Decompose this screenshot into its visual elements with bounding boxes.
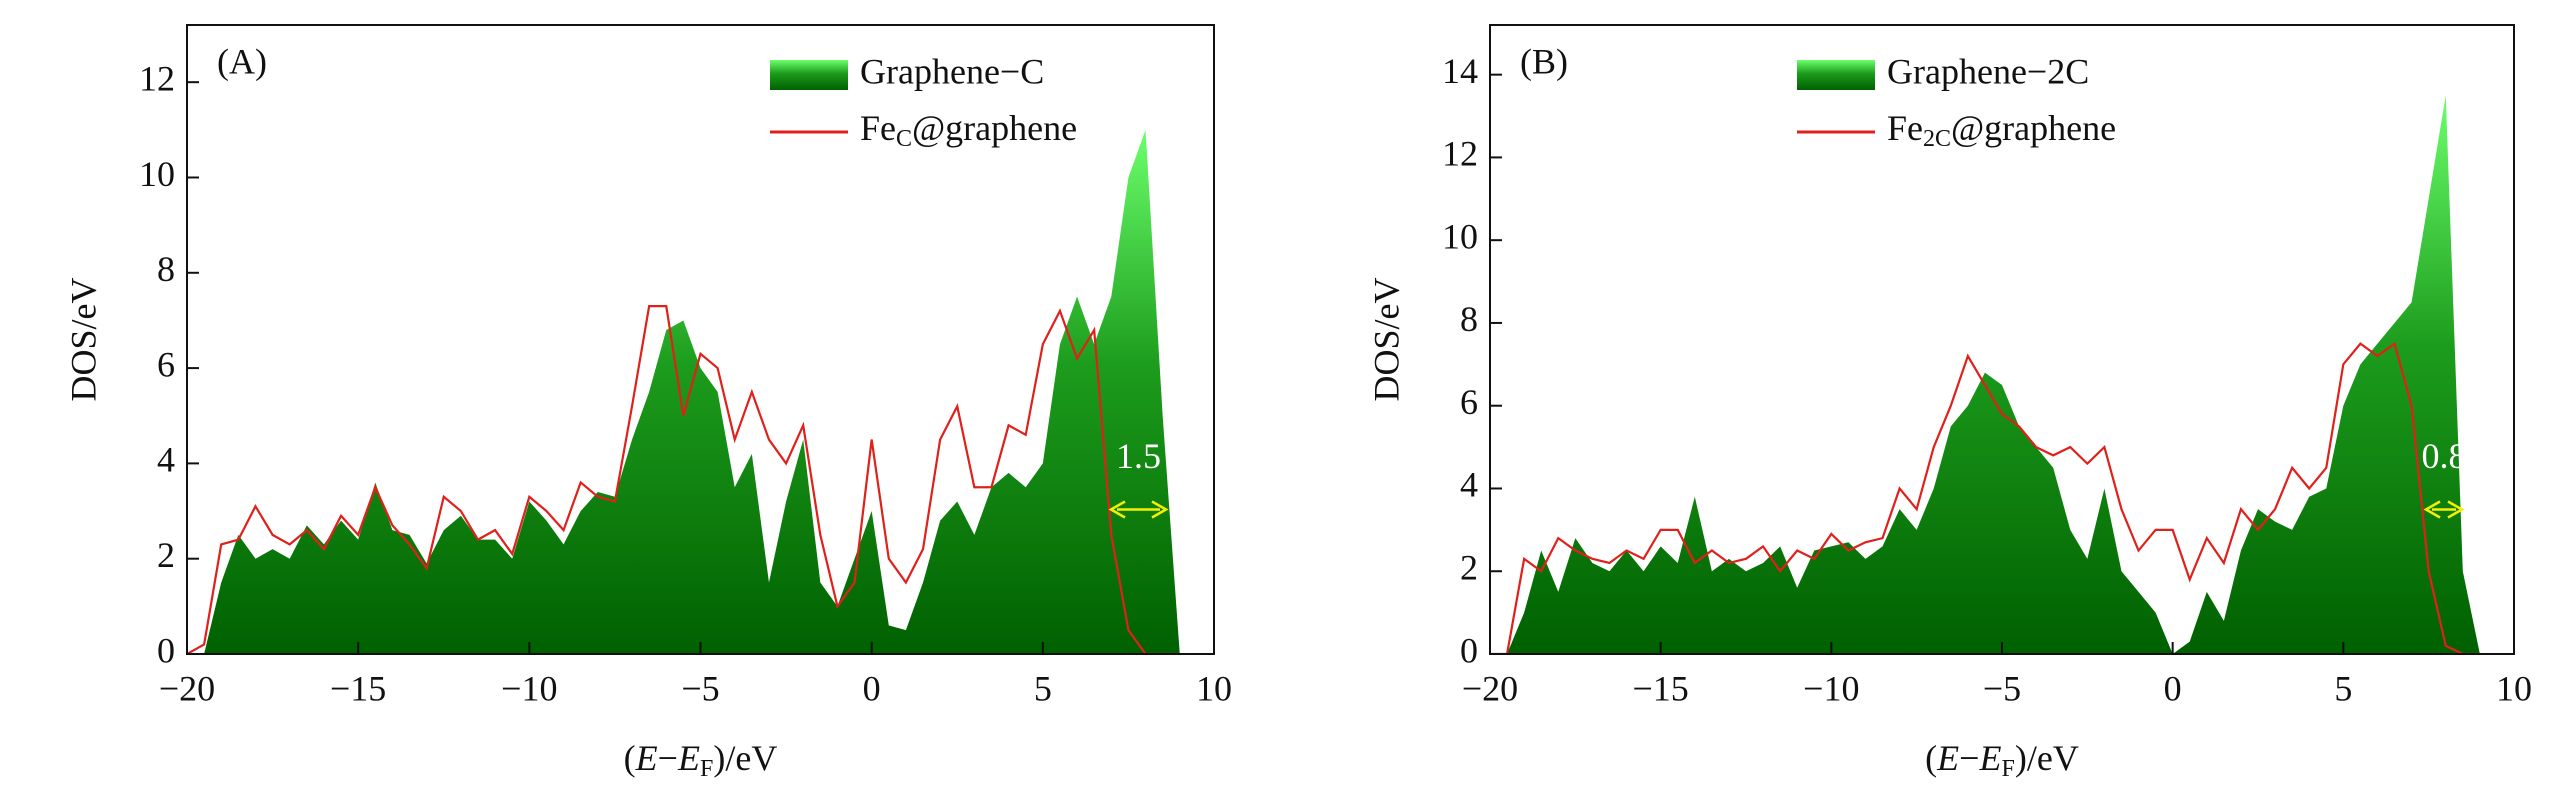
y-tick-label: 8: [157, 249, 175, 289]
legend-label: Fe2C@graphene: [1887, 108, 2116, 151]
legend-label: Graphene−C: [860, 51, 1044, 91]
y-axis-label: DOS/eV: [1366, 278, 1406, 402]
plot-area: [187, 129, 1180, 654]
legend-label: FeC@graphene: [860, 108, 1077, 151]
y-tick-label: 10: [139, 154, 175, 194]
legend-label: Graphene−2C: [1887, 51, 2089, 91]
gap-annotation: 0.8: [2422, 436, 2467, 476]
gap-arrow-head: [1108, 500, 1169, 519]
dos-area: [1490, 95, 2480, 654]
y-tick-label: 0: [157, 630, 175, 670]
x-tick-label: −10: [501, 668, 557, 708]
y-tick-label: 0: [1460, 630, 1478, 670]
panel: −20 −15 −10 −5 0 5 10 0 2 4 6 8 10 12 (E−EF)/eV DOS/eV (…: [63, 24, 1232, 782]
y-axis-label: DOS/eV: [63, 278, 103, 402]
x-tick-label: 5: [2334, 668, 2352, 708]
legend-swatch: [770, 60, 848, 90]
y-tick-label: 2: [157, 535, 175, 575]
x-tick-label: −15: [1633, 668, 1689, 708]
x-tick-label: 0: [863, 668, 881, 708]
x-tick-label: −5: [681, 668, 719, 708]
x-tick-label: −15: [330, 668, 386, 708]
gap-annotation: 1.5: [1116, 436, 1161, 476]
panel: −20 −15 −10 −5 0 5 10 0 2 4 6 8 10 12 14 (E−EF)/eV DOS/e…: [1366, 24, 2532, 782]
x-tick-label: −5: [1983, 668, 2021, 708]
y-tick-label: 10: [1442, 216, 1478, 256]
y-tick-label: 4: [157, 440, 175, 480]
dos-line: [187, 305, 1180, 654]
x-tick-label: 10: [2496, 668, 2532, 708]
x-tick-label: 5: [1034, 668, 1052, 708]
y-tick-label: 4: [1460, 465, 1478, 505]
x-tick-label: 0: [2164, 668, 2182, 708]
x-tick-label: −10: [1803, 668, 1859, 708]
dos-line: [1490, 341, 2480, 654]
gap-arrow-head: [2423, 500, 2465, 519]
panel-label: (B): [1520, 41, 1568, 81]
y-tick-label: 6: [1460, 382, 1478, 422]
x-tick-label: −20: [159, 668, 215, 708]
x-tick-label: 10: [1196, 668, 1232, 708]
y-tick-label: 12: [1442, 134, 1478, 174]
plot-area: [1490, 95, 2480, 654]
x-tick-label: −20: [1462, 668, 1518, 708]
dos-area: [187, 129, 1180, 654]
legend-swatch: [1797, 60, 1875, 90]
panel-label: (A): [217, 41, 267, 81]
y-tick-label: 8: [1460, 299, 1478, 339]
x-axis-label: (E−EF)/eV: [624, 738, 778, 781]
y-tick-label: 2: [1460, 548, 1478, 588]
y-tick-label: 6: [157, 344, 175, 384]
y-tick-label: 14: [1442, 51, 1478, 91]
x-axis-label: (E−EF)/eV: [1925, 738, 2079, 781]
y-tick-label: 12: [139, 58, 175, 98]
